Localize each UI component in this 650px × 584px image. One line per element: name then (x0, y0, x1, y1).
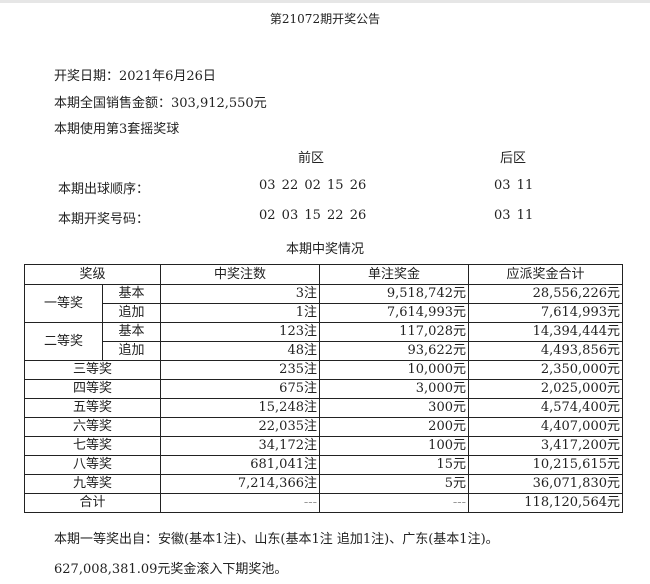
type-cell: 追加 (102, 303, 161, 323)
table-row: 三等奖 235注 10,000元 2,350,000元 (24, 360, 623, 380)
total-cell: 4,407,000元 (468, 417, 623, 437)
top-border (0, 0, 650, 3)
prize-cell: 5元 (319, 474, 469, 494)
draw-order-label: 本期出球顺序： (58, 182, 150, 197)
draw-order-back: 03 11 (494, 178, 534, 193)
header-total: 应派奖金合计 (468, 264, 623, 285)
total-cell: 7,614,993元 (468, 303, 623, 323)
sum-prize: --- (319, 493, 469, 513)
ball-set: 本期使用第3套摇奖球 (54, 122, 180, 137)
level-cell: 六等奖 (24, 417, 161, 437)
prize-cell: 10,000元 (319, 360, 469, 380)
count-cell: 48注 (160, 341, 320, 361)
type-cell: 基本 (102, 322, 161, 342)
table-row: 追加 48注 93,622元 4,493,856元 (25, 341, 623, 361)
table-row: 六等奖 22,035注 200元 4,407,000元 (24, 417, 623, 437)
sum-label: 合计 (24, 493, 161, 513)
level-cell: 一等奖 (24, 284, 103, 323)
winning-numbers-back: 03 11 (494, 208, 534, 223)
header-count: 中奖注数 (160, 264, 320, 285)
prize-cell: 15元 (319, 455, 469, 475)
table-row: 四等奖 675注 3,000元 2,025,000元 (24, 379, 623, 399)
count-cell: 681,041注 (160, 455, 320, 475)
back-zone-header: 后区 (500, 151, 527, 166)
prize-cell: 9,518,742元 (319, 284, 469, 304)
total-cell: 3,417,200元 (468, 436, 623, 456)
draw-date: 开奖日期：2021年6月26日 (54, 69, 216, 84)
sales-amount: 本期全国销售金额：303,912,550元 (54, 96, 267, 111)
level-cell: 七等奖 (24, 436, 161, 456)
winning-numbers-front: 02 03 15 22 26 (259, 208, 367, 223)
count-cell: 235注 (160, 360, 320, 380)
count-cell: 15,248注 (160, 398, 320, 418)
table-row: 九等奖 7,214,366注 5元 36,071,830元 (24, 474, 623, 494)
level-cell: 九等奖 (24, 474, 161, 494)
count-cell: 34,172注 (160, 436, 320, 456)
total-cell: 4,493,856元 (468, 341, 623, 361)
table-row: 追加 1注 7,614,993元 7,614,993元 (25, 303, 623, 323)
total-cell: 4,574,400元 (468, 398, 623, 418)
page-title: 第21072期开奖公告 (269, 12, 381, 26)
sum-row: 合计 --- --- 118,120,564元 (24, 493, 623, 513)
sum-count: --- (160, 493, 320, 513)
total-cell: 2,025,000元 (468, 379, 623, 399)
header-level: 奖级 (24, 264, 161, 285)
jackpot-rollover: 627,008,381.09元奖金滚入下期奖池。 (54, 562, 288, 577)
table-row: 八等奖 681,041注 15元 10,215,615元 (24, 455, 623, 475)
prize-cell: 93,622元 (319, 341, 469, 361)
total-cell: 36,071,830元 (468, 474, 623, 494)
count-cell: 123注 (160, 322, 320, 342)
winning-numbers-label: 本期开奖号码： (58, 212, 150, 227)
table-row: 七等奖 34,172注 100元 3,417,200元 (24, 436, 623, 456)
sum-total: 118,120,564元 (468, 493, 623, 513)
total-cell: 28,556,226元 (468, 284, 623, 304)
level-cell: 八等奖 (24, 455, 161, 475)
level-cell: 五等奖 (24, 398, 161, 418)
header-prize: 单注奖金 (319, 264, 469, 285)
first-prize-origin: 本期一等奖出自：安徽(基本1注)、山东(基本1注 追加1注)、广东(基本1注)。 (54, 532, 499, 547)
table-header-row: 奖级 中奖注数 单注奖金 应派奖金合计 (24, 264, 623, 285)
table-row: 一等奖 基本 3注 9,518,742元 28,556,226元 (24, 284, 623, 323)
type-cell: 基本 (102, 284, 161, 304)
prize-cell: 300元 (319, 398, 469, 418)
type-cell: 追加 (102, 341, 161, 361)
table-row: 二等奖 基本 123注 117,028元 14,394,444元 (24, 322, 623, 361)
count-cell: 675注 (160, 379, 320, 399)
prize-table: 奖级 中奖注数 单注奖金 应派奖金合计 一等奖 基本 3注 9,518,742元… (24, 264, 623, 513)
count-cell: 1注 (160, 303, 320, 323)
level-cell: 三等奖 (24, 360, 161, 380)
count-cell: 3注 (160, 284, 320, 304)
total-cell: 14,394,444元 (468, 322, 623, 342)
prize-cell: 200元 (319, 417, 469, 437)
level-cell: 四等奖 (24, 379, 161, 399)
count-cell: 7,214,366注 (160, 474, 320, 494)
prize-cell: 7,614,993元 (319, 303, 469, 323)
draw-order-front: 03 22 02 15 26 (259, 178, 367, 193)
prize-cell: 117,028元 (319, 322, 469, 342)
prize-cell: 3,000元 (319, 379, 469, 399)
prize-cell: 100元 (319, 436, 469, 456)
table-title: 本期中奖情况 (285, 242, 364, 257)
total-cell: 10,215,615元 (468, 455, 623, 475)
total-cell: 2,350,000元 (468, 360, 623, 380)
level-cell: 二等奖 (24, 322, 103, 361)
front-zone-header: 前区 (298, 151, 325, 166)
table-row: 五等奖 15,248注 300元 4,574,400元 (24, 398, 623, 418)
count-cell: 22,035注 (160, 417, 320, 437)
